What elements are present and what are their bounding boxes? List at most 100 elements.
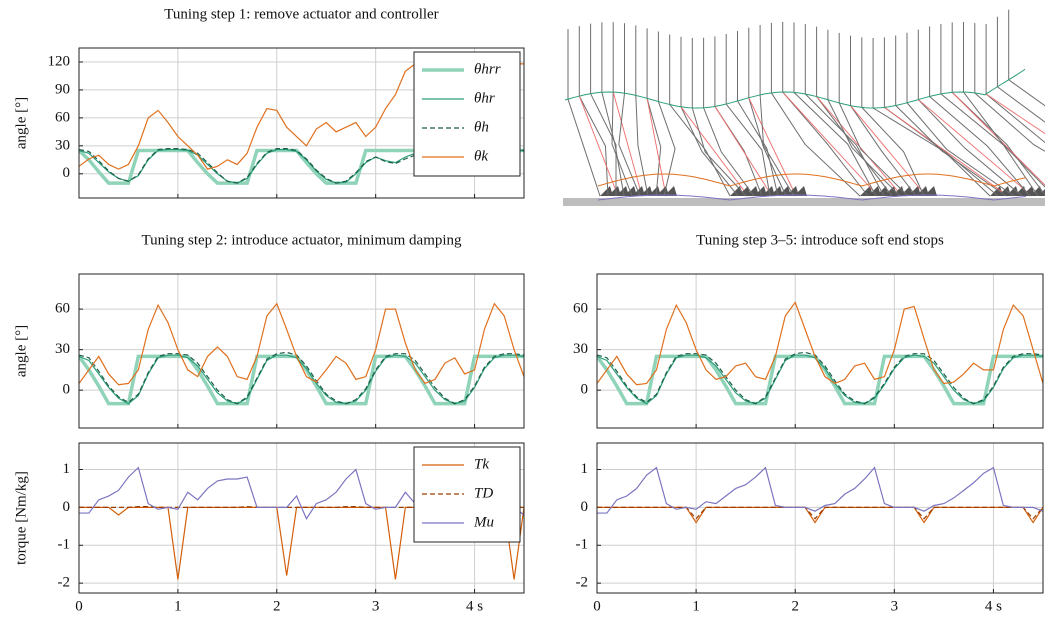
leg-red [985, 93, 1045, 135]
y-tick-label: 0 [63, 165, 71, 181]
foot [778, 186, 791, 196]
legend-label: θhr [474, 90, 495, 106]
leg-stick [657, 31, 676, 197]
leg-stick [611, 22, 633, 197]
foot [892, 186, 905, 196]
foot [616, 186, 629, 196]
leg-stick [714, 36, 763, 197]
legend-label: θh [474, 119, 489, 135]
y-tick-label: 120 [48, 53, 71, 69]
leg-stick [618, 23, 641, 197]
foot [648, 186, 661, 196]
hip-trace [564, 68, 1026, 109]
leg-stick [782, 22, 869, 197]
leg-stick [850, 35, 917, 197]
leg-stick [827, 29, 901, 197]
y-tick-label: 0 [581, 382, 589, 398]
leg-stick [963, 22, 1045, 188]
leg-stick [951, 22, 1045, 196]
foot [794, 186, 807, 196]
leg-stick [703, 37, 755, 197]
leg-red [951, 92, 1045, 186]
foot [600, 186, 613, 196]
gait-illustration [563, 9, 1045, 206]
y-tick-label: 0 [63, 382, 71, 398]
foot [730, 186, 743, 196]
leg-stick [895, 35, 1007, 197]
foot [868, 186, 881, 196]
ground [563, 198, 1045, 206]
leg-stick [985, 24, 1045, 144]
y-tick-label: -2 [576, 575, 589, 591]
leg-stick [725, 34, 771, 197]
series-line [79, 148, 524, 184]
x-tick-label: 3 [372, 598, 380, 614]
legend-label: θk [474, 148, 488, 164]
series-line [597, 466, 1043, 514]
foot-trace [597, 194, 1027, 201]
y-tick-label: -1 [58, 537, 71, 553]
series-line [79, 302, 524, 386]
y-tick-label: 0 [581, 499, 589, 515]
leg-stick [917, 29, 1023, 197]
chart-title: Tuning step 1: remove actuator and contr… [164, 6, 438, 22]
y-tick-label: 30 [55, 341, 70, 357]
leg-stick [691, 37, 747, 197]
leg-stick [646, 28, 662, 197]
series-line [79, 354, 524, 405]
foot [1006, 186, 1019, 196]
foot [998, 186, 1011, 196]
x-tick-label: 1 [692, 598, 700, 614]
foot [884, 186, 897, 196]
leg-stick [770, 22, 861, 197]
leg-red [612, 91, 643, 197]
plot-frame [596, 442, 1044, 594]
plot-frame [78, 47, 525, 199]
plot-frame [596, 273, 1044, 429]
leg-stick [929, 26, 1031, 197]
foot [924, 186, 937, 196]
legend-label: Mu [473, 514, 494, 530]
leg-stick [940, 23, 1039, 197]
y-axis-label: angle [°] [13, 97, 29, 149]
leg-red [782, 91, 879, 197]
y-axis-label: angle [°] [13, 325, 29, 377]
foot [608, 186, 621, 196]
leg-red [646, 98, 667, 197]
leg-stick [804, 24, 885, 197]
leg-stick [578, 26, 609, 197]
y-tick-label: 1 [63, 461, 71, 477]
leg-stick [669, 34, 731, 197]
x-tick-label: 4 s [985, 598, 1002, 614]
y-tick-label: 90 [55, 81, 70, 97]
foot [632, 186, 645, 196]
foot [738, 186, 751, 196]
y-tick-label: 60 [573, 301, 588, 317]
x-tick-label: 4 s [466, 598, 483, 614]
y-tick-label: 60 [55, 301, 70, 317]
x-tick-label: 1 [174, 598, 182, 614]
leg-stick [601, 22, 625, 197]
leg-stick [793, 22, 877, 197]
leg-stick [567, 29, 601, 197]
legend-box [413, 446, 521, 543]
leg-red [884, 106, 1009, 197]
series-line [597, 351, 1043, 405]
foot [1038, 189, 1045, 196]
foot [860, 186, 873, 196]
legend-label: Tk [474, 456, 489, 472]
y-axis-label: torque [Nm/kg] [13, 471, 29, 565]
legend-label: TD [474, 485, 493, 501]
leg-red [748, 97, 797, 197]
y-tick-label: 1 [581, 461, 589, 477]
legend-box [413, 51, 521, 177]
y-tick-label: 30 [573, 341, 588, 357]
leg-stick [974, 22, 1045, 152]
series-line [597, 506, 1043, 524]
x-tick-label: 0 [75, 598, 83, 614]
foot [908, 186, 921, 196]
foot [990, 186, 1003, 196]
leg-stick [748, 27, 787, 197]
foot [1022, 186, 1035, 196]
